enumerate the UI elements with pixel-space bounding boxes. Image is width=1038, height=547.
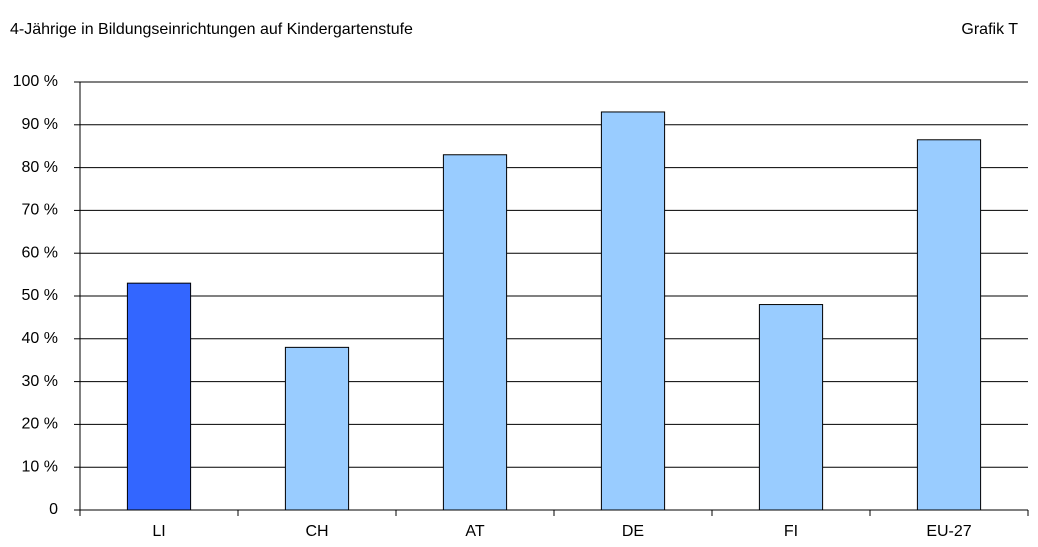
y-tick-label: 40 % bbox=[22, 330, 58, 347]
bar bbox=[126, 282, 192, 511]
bar bbox=[916, 139, 982, 511]
y-tick-label: 50 % bbox=[22, 287, 58, 304]
y-tick-label: 80 % bbox=[22, 159, 58, 176]
y-tick-label: 70 % bbox=[22, 202, 58, 219]
x-tick-label: DE bbox=[622, 523, 644, 540]
y-tick-label: 100 % bbox=[13, 73, 58, 90]
y-tick-label: 30 % bbox=[22, 373, 58, 390]
y-tick-label: 20 % bbox=[22, 416, 58, 433]
x-tick-label: LI bbox=[152, 523, 165, 540]
annotation: Grafik T bbox=[961, 21, 1018, 38]
x-tick-label: AT bbox=[465, 523, 484, 540]
y-tick-label: 10 % bbox=[22, 458, 58, 475]
y-tick-label: 60 % bbox=[22, 244, 58, 261]
bar bbox=[600, 111, 666, 511]
y-tick-label: 90 % bbox=[22, 116, 58, 133]
x-tick-label: CH bbox=[305, 523, 328, 540]
bar bbox=[758, 304, 824, 511]
bar bbox=[442, 154, 508, 511]
bar bbox=[284, 346, 350, 511]
x-tick-label: FI bbox=[784, 523, 798, 540]
y-tick-label: 0 bbox=[49, 501, 58, 518]
x-tick-label: EU-27 bbox=[926, 523, 971, 540]
chart-title: 4-Jährige in Bildungseinrichtungen auf K… bbox=[10, 21, 413, 38]
